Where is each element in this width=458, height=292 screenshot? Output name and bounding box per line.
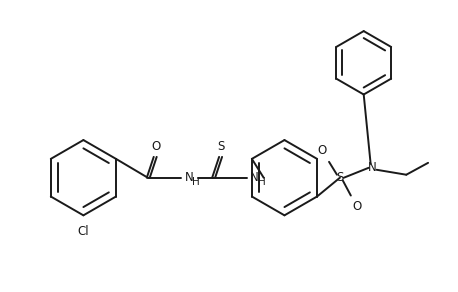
Text: O: O [318, 144, 327, 157]
Text: Cl: Cl [77, 225, 89, 238]
Text: N: N [250, 171, 259, 184]
Text: O: O [151, 140, 160, 153]
Text: H: H [258, 177, 266, 187]
Text: O: O [353, 201, 362, 213]
Text: N: N [368, 161, 377, 174]
Text: S: S [218, 140, 225, 153]
Text: S: S [336, 171, 344, 184]
Text: N: N [185, 171, 193, 184]
Text: H: H [192, 177, 200, 187]
